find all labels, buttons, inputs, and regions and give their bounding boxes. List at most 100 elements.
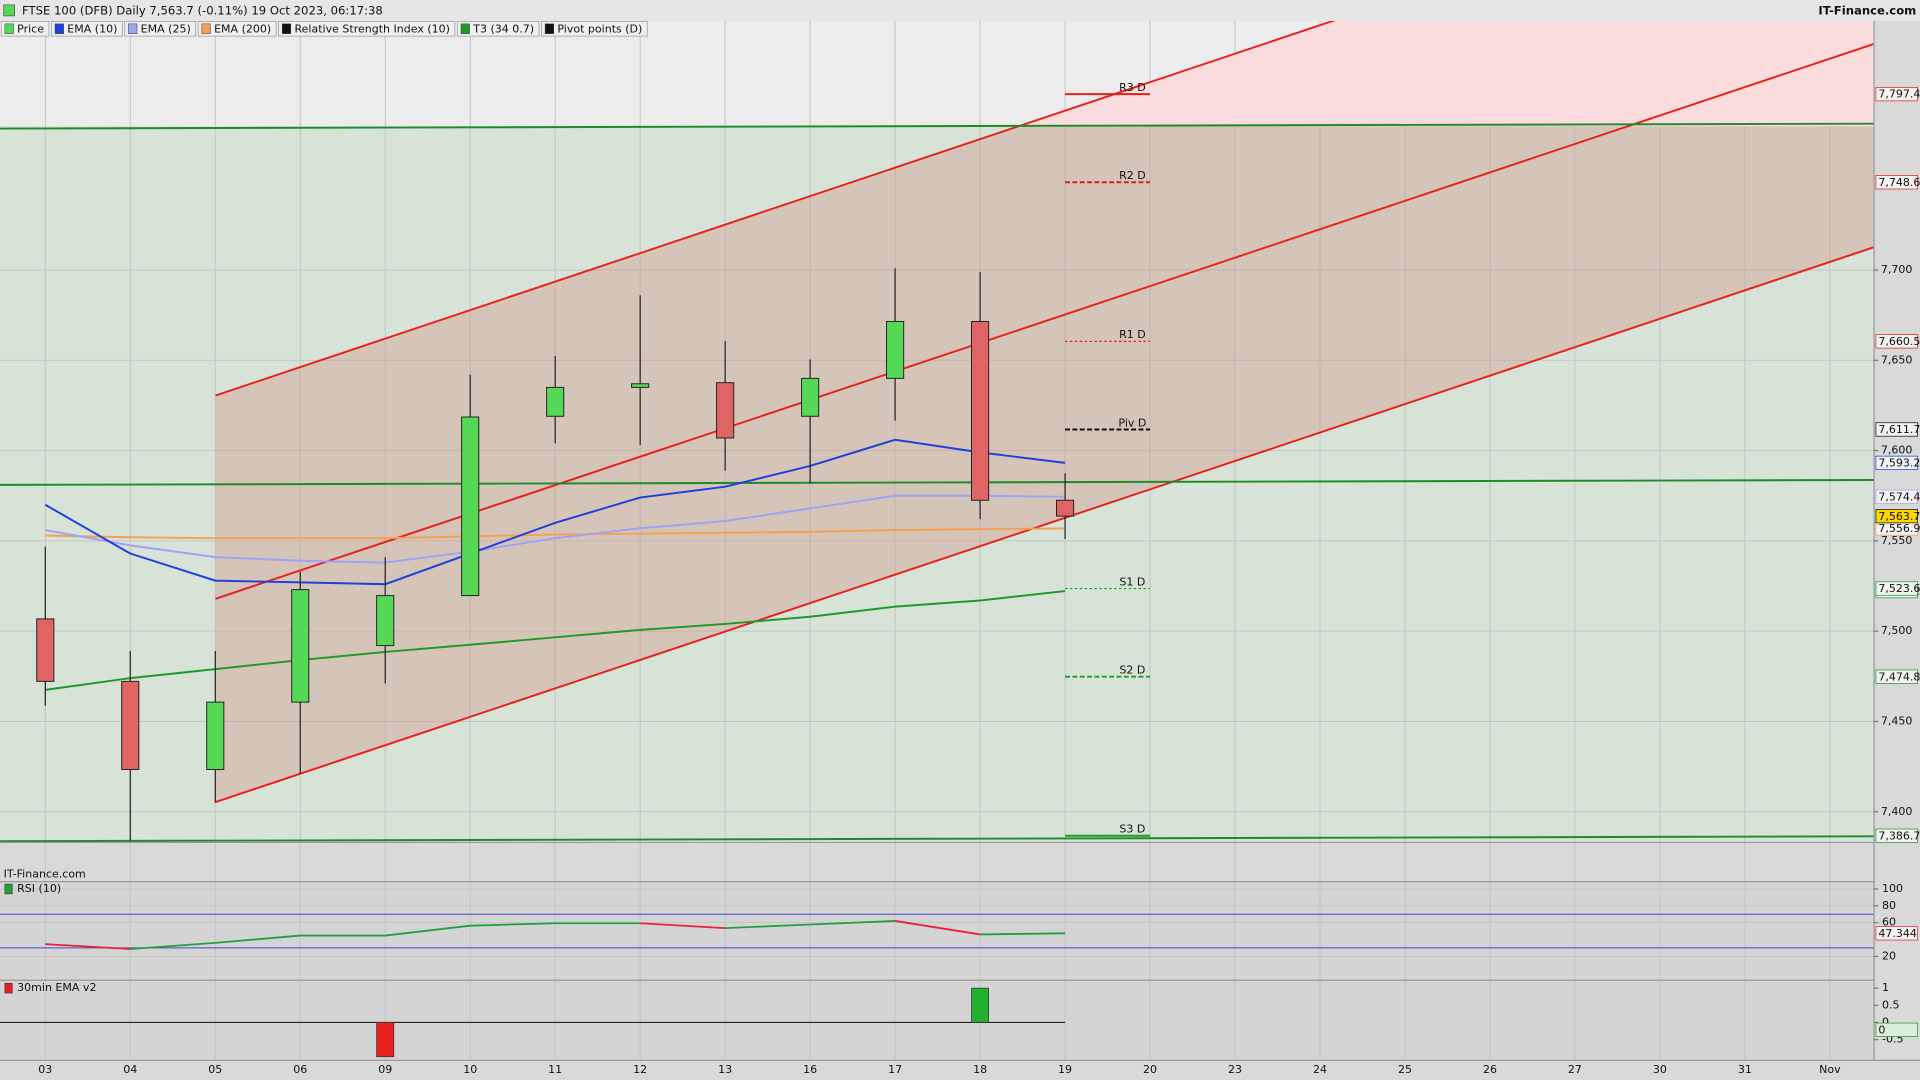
y-tick-label: 7,550: [1881, 534, 1913, 547]
x-tick-label: 10: [463, 1063, 477, 1076]
pivot-label: S3 D: [1119, 823, 1145, 836]
price-tag-label: 7,574.4: [1878, 490, 1920, 503]
price-tag-label: 7,563.7: [1878, 510, 1920, 523]
ema-bar: [376, 1022, 395, 1058]
candle-body: [631, 383, 650, 388]
support-line: [0, 479, 1874, 486]
y-tick-label: 7,600: [1881, 444, 1913, 457]
price-tag-label: 7,660.5: [1878, 335, 1920, 348]
legend-label: Pivot points (D): [557, 22, 642, 35]
series-line: [44, 438, 1066, 586]
price-tag-label: 7,797.4: [1878, 88, 1920, 101]
legend-swatch: [128, 23, 138, 34]
x-tick-label: 25: [1398, 1063, 1412, 1076]
legend-item: [456, 21, 540, 37]
x-tick-label: 23: [1228, 1063, 1242, 1076]
panel-icon: [4, 982, 13, 994]
legend-swatch: [460, 23, 470, 34]
y-tick-label: 80: [1882, 899, 1896, 912]
channel-line: [215, 20, 1337, 397]
legend-label: EMA (200): [214, 22, 271, 35]
x-tick-label: 09: [378, 1063, 392, 1076]
x-tick-label: 19: [1058, 1063, 1072, 1076]
series-line: [45, 494, 1066, 564]
x-tick-label: 16: [803, 1063, 817, 1076]
y-tick-label: 7,450: [1881, 714, 1913, 727]
legend-swatch: [201, 23, 211, 34]
candle-body: [716, 382, 735, 439]
legend-item: [541, 21, 648, 37]
price-tag-label: 7,523.6: [1878, 582, 1920, 595]
candle-body: [206, 701, 225, 770]
candle-body: [376, 595, 395, 647]
candle-body: [461, 416, 480, 597]
price-tag-label: 7,611.7: [1878, 423, 1920, 436]
price-tag: [1875, 828, 1918, 843]
rsi-segment: [725, 923, 811, 930]
rsi-segment: [215, 934, 301, 944]
price-tag: [1875, 509, 1918, 524]
candle-body: [36, 618, 55, 682]
ema-panel: [0, 980, 1874, 1061]
rsi-segment: [385, 924, 471, 937]
drawings: [0, 20, 1874, 843]
legend-label: EMA (25): [141, 22, 191, 35]
channel-line: [215, 246, 1874, 803]
price-tag: [1875, 581, 1918, 596]
legend-swatch: [281, 23, 292, 34]
legend-item: [197, 21, 277, 37]
rsi-segment: [130, 941, 216, 950]
price-tag-label: 7,748.6: [1878, 176, 1920, 189]
pivot-label: Piv D: [1118, 416, 1146, 429]
price-tag: [1875, 422, 1918, 437]
rsi-panel: [0, 881, 1874, 980]
title-icon: [3, 4, 15, 17]
x-tick-label: 05: [208, 1063, 222, 1076]
legend-swatch: [4, 23, 14, 34]
candle-body: [801, 377, 820, 417]
y-tick-label: 100: [1882, 882, 1903, 895]
rsi-segment: [45, 943, 131, 950]
price-tag-label: 7,593.2: [1878, 456, 1920, 469]
source: IT-Finance.com: [1818, 4, 1916, 18]
x-tick-label: 18: [973, 1063, 987, 1076]
price-tag: [1875, 334, 1918, 349]
rsi-segment: [640, 922, 726, 930]
candle-body: [546, 386, 565, 417]
rsi-segment: [980, 932, 1066, 936]
legend-swatch: [54, 23, 64, 34]
x-tick-label: Nov: [1819, 1063, 1841, 1076]
candle-body: [971, 320, 990, 501]
rsi-segment: [470, 922, 556, 927]
header-bar: [0, 0, 1920, 21]
price-tag-label: 7,386.7: [1878, 829, 1920, 842]
x-tick-label: 26: [1483, 1063, 1497, 1076]
y-tick-label: 0: [1882, 1015, 1889, 1028]
x-tick-label: 30: [1653, 1063, 1667, 1076]
x-tick-label: 11: [548, 1063, 562, 1076]
legend-swatch: [544, 23, 554, 34]
legend-item: [124, 21, 197, 37]
price-tag-label: 7,556.9: [1878, 522, 1920, 535]
candle-body: [1055, 499, 1075, 517]
pivot-label: S1 D: [1119, 575, 1145, 588]
price-tag: [1875, 175, 1918, 190]
candle-body: [291, 589, 310, 703]
chart-title: FTSE 100 (DFB) Daily 7,563.7 (-0.11%) 19…: [22, 4, 383, 18]
ema-bar: [971, 987, 990, 1023]
legend-label: T3 (34 0.7): [472, 22, 534, 35]
rsi-segment: [810, 920, 896, 926]
panel-title: RSI (10): [17, 882, 61, 895]
x-tick-label: 27: [1568, 1063, 1582, 1076]
price-tag: [1875, 455, 1918, 470]
rsi-segment: [894, 920, 981, 936]
x-tick-label: 24: [1313, 1063, 1327, 1076]
y-tick-label: 7,700: [1881, 263, 1913, 276]
legend-item: [278, 21, 456, 37]
channel-fill-upper: [1018, 20, 1874, 127]
y-tick-label: 1: [1882, 981, 1889, 994]
x-tick-label: 31: [1738, 1063, 1752, 1076]
price-tag-label: 47.344: [1878, 927, 1917, 940]
y-tick-label: 20: [1882, 949, 1896, 962]
